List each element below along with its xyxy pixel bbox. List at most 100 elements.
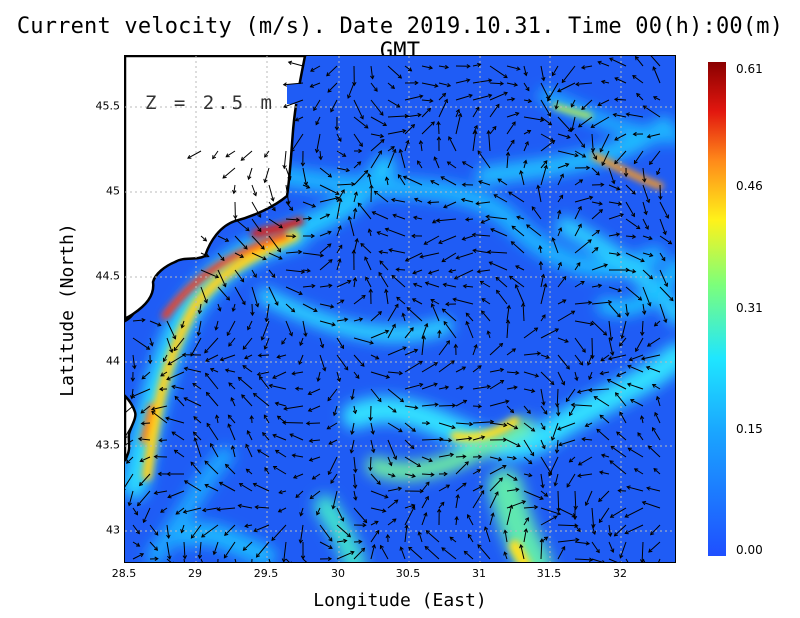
velocity-arrow-head [257,227,262,233]
velocity-arrow-head [606,378,612,383]
velocity-arrow-head [151,410,156,415]
velocity-arrow [264,167,270,183]
velocity-arrow [387,130,406,135]
velocity-arrow-head [295,493,300,499]
velocity-arrow [387,324,396,339]
velocity-arrow [420,252,440,258]
velocity-arrow-head [368,416,373,422]
velocity-arrow-head [586,165,591,171]
velocity-arrow [424,546,440,560]
velocity-arrow [238,504,253,509]
velocity-arrow [283,99,304,108]
velocity-arrow [225,464,236,475]
velocity-arrow [283,541,287,562]
velocity-arrow-head [617,488,622,493]
velocity-arrow [635,56,644,67]
velocity-arrow-head [503,91,508,96]
velocity-arrow-head [298,539,304,544]
velocity-arrow-head [217,307,222,312]
velocity-arrow-head [562,299,567,304]
velocity-arrow [591,524,596,535]
velocity-arrow [506,422,518,430]
velocity-arrow-head [469,421,474,427]
velocity-arrow-head [384,227,390,232]
velocity-arrow-head [577,461,583,466]
velocity-arrow-head [263,345,268,350]
velocity-arrow [472,94,492,101]
velocity-arrow-head [384,494,389,499]
velocity-arrow-head [250,311,255,317]
velocity-arrow-head [567,127,572,133]
velocity-arrow [659,252,666,261]
velocity-arrow [271,524,287,541]
velocity-arrow [516,216,525,220]
velocity-arrow [421,362,438,373]
velocity-arrow [206,392,219,407]
velocity-arrow [477,150,491,169]
velocity-arrow [481,310,491,322]
velocity-arrow [438,82,451,87]
velocity-arrow-head [419,488,424,494]
velocity-arrow [658,558,661,562]
velocity-arrow-head [145,345,151,350]
velocity-arrow [234,252,244,258]
velocity-arrow-head [394,303,399,308]
velocity-arrow [285,320,293,336]
velocity-arrow-head [573,505,578,511]
velocity-arrow [397,174,406,186]
velocity-arrow-head [370,430,375,435]
velocity-arrow-head [520,302,526,307]
velocity-arrow-head [477,404,483,409]
velocity-arrow-head [498,342,504,348]
velocity-arrow [151,411,168,424]
velocity-arrow [625,558,629,562]
velocity-arrow-head [452,297,457,302]
velocity-arrow-head [125,436,128,439]
velocity-arrow [404,360,423,373]
velocity-arrow [608,233,620,237]
velocity-arrow [610,507,627,518]
velocity-arrow [175,507,185,515]
velocity-arrow-head [505,399,510,404]
velocity-arrow-head [665,214,670,219]
velocity-arrow-head [425,481,430,486]
velocity-arrow-head [603,263,609,268]
velocity-arrow-head [455,255,460,260]
velocity-arrow [523,388,535,392]
velocity-arrow-head [283,103,288,109]
velocity-arrow-head [142,518,147,524]
velocity-arrow-head [598,201,603,206]
velocity-arrow [440,176,457,186]
velocity-arrow [251,235,265,250]
velocity-arrow-head [187,154,192,159]
velocity-arrow-head [548,472,553,477]
velocity-arrow [418,531,423,543]
velocity-arrow-head [398,428,403,433]
velocity-arrow [438,93,446,101]
velocity-arrow [251,218,262,232]
velocity-arrow-head [172,335,177,340]
velocity-arrow-head [486,384,492,389]
velocity-arrow [245,524,253,527]
velocity-arrow-head [649,160,653,166]
velocity-arrow-head [641,500,647,506]
velocity-arrow [557,337,569,343]
velocity-arrow [489,465,507,475]
velocity-arrow [281,337,287,345]
velocity-arrow-head [367,172,372,178]
velocity-arrow [328,456,338,475]
velocity-arrow [465,312,474,322]
colorbar-tick: 0.00 [736,543,763,557]
velocity-arrow-head [264,466,269,472]
velocity-arrow-head [556,511,562,516]
velocity-arrow [353,170,368,186]
velocity-arrow [125,473,134,488]
velocity-arrow [289,433,304,441]
velocity-arrow-head [140,421,145,426]
velocity-arrow [421,456,433,462]
velocity-arrow [393,214,406,220]
velocity-arrow [245,444,253,458]
velocity-arrow [278,507,287,513]
velocity-arrow [143,507,151,523]
velocity-arrow-head [495,103,500,108]
